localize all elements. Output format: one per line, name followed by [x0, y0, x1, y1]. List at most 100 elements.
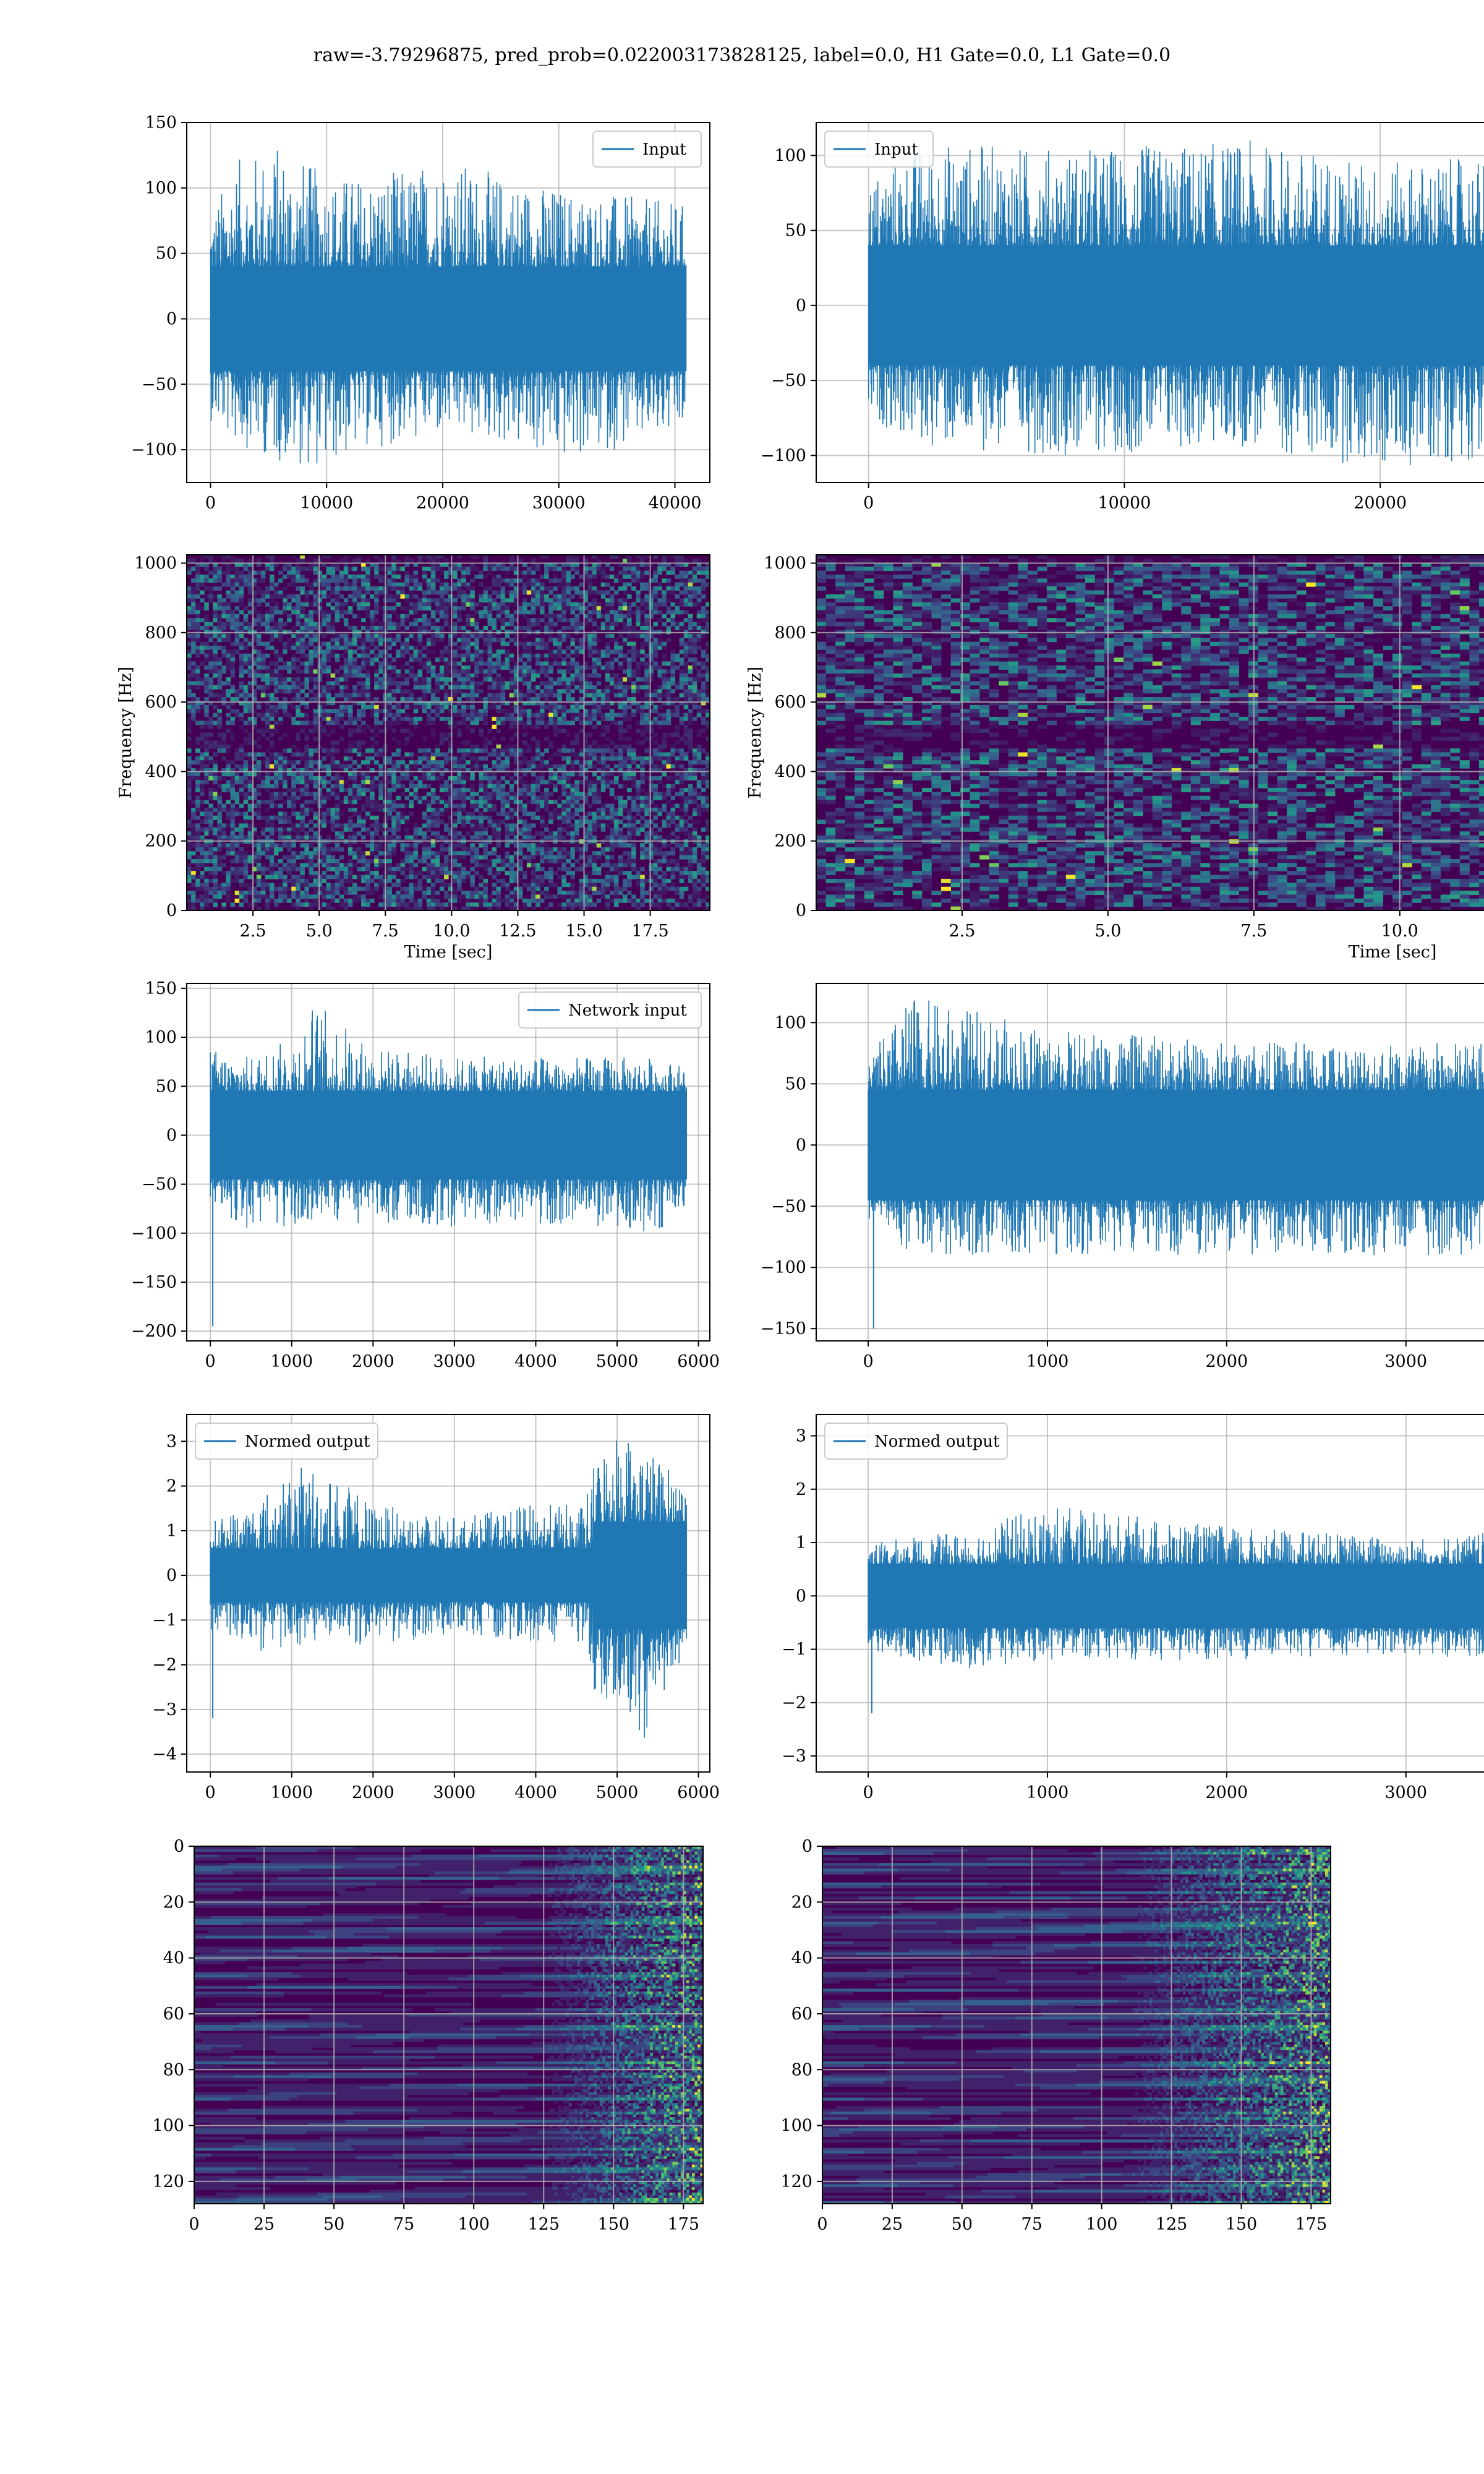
- heatmap-cell: [387, 618, 392, 622]
- heatmap-cell: [470, 685, 475, 690]
- heatmap-cell: [213, 586, 218, 591]
- heatmap-cell: [274, 602, 279, 607]
- heatmap-cell: [466, 634, 471, 638]
- heatmap-cell: [444, 792, 449, 796]
- heatmap-cell: [431, 626, 436, 630]
- heatmap-cell: [461, 804, 466, 808]
- heatmap-cell: [618, 646, 623, 650]
- heatmap-cell: [248, 586, 253, 591]
- heatmap-cell: [505, 800, 510, 804]
- heatmap-cell: [200, 780, 205, 784]
- heatmap-cell: [657, 646, 662, 650]
- heatmap-cell: [235, 764, 240, 769]
- heatmap-cell: [644, 634, 649, 638]
- heatmap-cell: [235, 811, 240, 816]
- heatmap-cell: [435, 657, 440, 662]
- heatmap-cell: [501, 610, 506, 614]
- heatmap-cell: [265, 760, 270, 764]
- heatmap-cell: [448, 685, 453, 690]
- heatmap-cell: [470, 776, 475, 781]
- heatmap-cell: [574, 646, 579, 650]
- heatmap-cell: [204, 555, 209, 559]
- heatmap-cell: [378, 586, 383, 591]
- heatmap-cell: [440, 717, 445, 721]
- heatmap-cell: [701, 649, 706, 654]
- heatmap-cell: [331, 571, 336, 575]
- heatmap-cell: [431, 689, 436, 693]
- heatmap-cell: [213, 614, 218, 618]
- heatmap-cell: [231, 649, 236, 654]
- heatmap-cell: [505, 634, 510, 638]
- heatmap-cell: [352, 638, 357, 642]
- heatmap-cell: [304, 578, 309, 583]
- heatmap-cell: [540, 610, 545, 614]
- heatmap-cell: [274, 677, 279, 682]
- heatmap-cell: [488, 586, 493, 591]
- heatmap-cell: [318, 776, 323, 781]
- heatmap-cell: [409, 610, 414, 614]
- heatmap-cell: [605, 808, 610, 812]
- heatmap-cell: [278, 594, 283, 599]
- heatmap-cell: [270, 713, 275, 717]
- heatmap-cell: [235, 792, 240, 796]
- heatmap-cell: [221, 649, 226, 654]
- heatmap-cell: [257, 614, 262, 618]
- heatmap-cell: [409, 784, 414, 789]
- heatmap-cell: [627, 764, 632, 769]
- heatmap-cell: [479, 614, 484, 618]
- heatmap-cell: [557, 583, 562, 587]
- heatmap-cell: [283, 772, 288, 776]
- heatmap-cell: [667, 583, 672, 587]
- heatmap-cell: [540, 776, 545, 781]
- heatmap-cell: [374, 674, 379, 678]
- heatmap-cell: [649, 729, 654, 733]
- heatmap-cell: [618, 748, 623, 753]
- heatmap-cell: [208, 649, 213, 654]
- heatmap-cell: [497, 705, 501, 709]
- heatmap-cell: [693, 575, 697, 579]
- heatmap-cell: [557, 598, 562, 602]
- heatmap-cell: [409, 792, 414, 796]
- heatmap-cell: [361, 685, 366, 690]
- heatmap-cell: [561, 626, 566, 630]
- heatmap-cell: [213, 571, 218, 575]
- heatmap-cell: [614, 646, 619, 650]
- heatmap-cell: [422, 776, 427, 781]
- heatmap-cell: [527, 578, 532, 583]
- heatmap-cell: [548, 764, 553, 769]
- heatmap-cell: [414, 677, 419, 682]
- heatmap-cell: [592, 602, 597, 607]
- heatmap-cell: [378, 559, 383, 563]
- heatmap-cell: [191, 674, 196, 678]
- heatmap-cell: [522, 784, 527, 789]
- heatmap-cell: [644, 713, 649, 717]
- heatmap-cell: [540, 662, 545, 666]
- heatmap-cell: [535, 642, 540, 646]
- heatmap-cell: [479, 756, 484, 761]
- heatmap-cell: [405, 662, 410, 666]
- heatmap-cell: [304, 764, 309, 769]
- heatmap-cell: [592, 575, 597, 579]
- heatmap-cell: [684, 591, 689, 595]
- heatmap-cell: [614, 610, 619, 614]
- heatmap-cell: [701, 626, 706, 630]
- heatmap-cell: [440, 602, 445, 607]
- heatmap-cell: [570, 796, 575, 800]
- heatmap-cell: [522, 796, 527, 800]
- heatmap-cell: [396, 638, 401, 642]
- heatmap-cell: [200, 677, 205, 682]
- heatmap-cell: [287, 685, 292, 690]
- heatmap-cell: [309, 772, 313, 776]
- heatmap-cell: [470, 756, 475, 761]
- heatmap-cell: [601, 571, 606, 575]
- heatmap-cell: [614, 764, 619, 769]
- heatmap-cell: [649, 776, 654, 781]
- heatmap-cell: [671, 571, 676, 575]
- heatmap-cell: [322, 634, 327, 638]
- heatmap-cell: [548, 685, 553, 690]
- heatmap-cell: [588, 752, 593, 756]
- heatmap-cell: [226, 575, 231, 579]
- heatmap-cell: [614, 756, 619, 761]
- heatmap-cell: [361, 638, 366, 642]
- heatmap-cell: [680, 642, 684, 646]
